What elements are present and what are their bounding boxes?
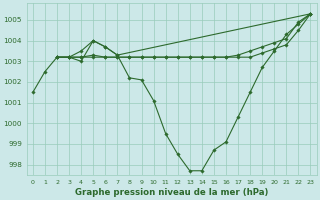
X-axis label: Graphe pression niveau de la mer (hPa): Graphe pression niveau de la mer (hPa)	[75, 188, 268, 197]
